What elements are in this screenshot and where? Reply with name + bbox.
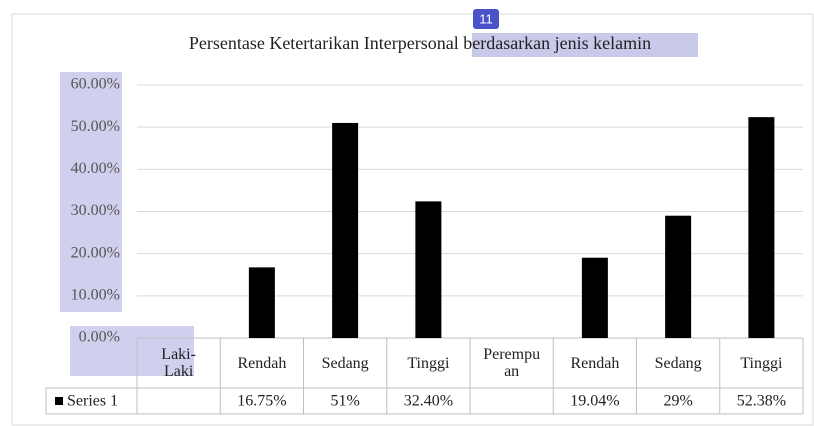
y-tick-label: 10.00% (71, 287, 120, 304)
y-tick-label: 0.00% (79, 329, 120, 346)
legend-label: Series 1 (67, 393, 118, 410)
y-tick-label: 60.00% (71, 76, 120, 93)
chart-title: Persentase Ketertarikan Interpersonal be… (189, 33, 651, 53)
x-tick-label-box: Perempuan (483, 346, 541, 380)
y-tick-label: 20.00% (71, 244, 120, 261)
y-tick-label: 50.00% (71, 118, 120, 135)
bar (332, 122, 359, 338)
bar (581, 257, 608, 338)
x-tick-label-box: Rendah (237, 354, 287, 372)
x-tick-label: Rendah (237, 354, 287, 372)
bar (665, 215, 692, 338)
x-tick-label: Rendah (570, 354, 620, 372)
x-tick-label-box: Sedang (654, 354, 702, 372)
x-tick-label-box: Laki-Laki (161, 346, 196, 380)
data-table-value: 29% (663, 393, 692, 410)
badge-label: 11 (479, 11, 493, 26)
bar (415, 201, 442, 338)
highlight (60, 72, 122, 312)
x-tick-label-box: Tinggi (407, 354, 450, 372)
bar (748, 117, 775, 338)
data-table-value: 32.40% (404, 393, 453, 410)
data-table-value: 52.38% (737, 393, 786, 410)
data-table-value: 16.75% (237, 393, 286, 410)
x-tick-label: Laki-Laki (161, 346, 196, 380)
data-table-value: 51% (330, 393, 359, 410)
x-tick-label-box: Rendah (570, 354, 620, 372)
x-tick-label: Perempuan (483, 346, 541, 380)
x-tick-label: Sedang (654, 354, 702, 372)
y-tick-label: 40.00% (71, 160, 120, 177)
badge (473, 9, 499, 29)
x-tick-label: Sedang (321, 354, 369, 372)
data-table-value: 19.04% (570, 393, 619, 410)
highlight (70, 326, 194, 376)
x-tick-label: Tinggi (740, 354, 783, 372)
x-tick-label: Tinggi (407, 354, 450, 372)
y-tick-label: 30.00% (71, 202, 120, 219)
bar (248, 267, 275, 338)
legend-swatch (55, 397, 63, 405)
highlight (472, 33, 698, 57)
x-tick-label-box: Sedang (321, 354, 369, 372)
x-tick-label-box: Tinggi (740, 354, 783, 372)
